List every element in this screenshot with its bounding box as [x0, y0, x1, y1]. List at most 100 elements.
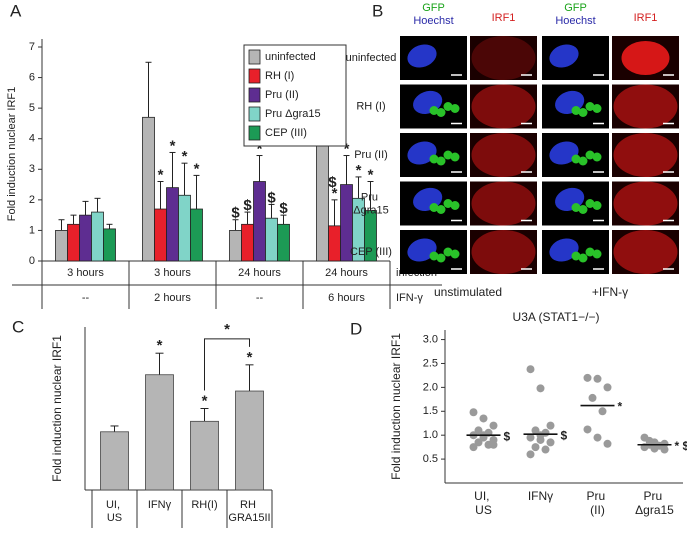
- parasite: [571, 203, 581, 212]
- data-point: [479, 414, 488, 423]
- y-tick-label: 5: [29, 102, 35, 114]
- parasite: [429, 251, 439, 261]
- y-tick-label: 3: [29, 163, 35, 175]
- row-label: Pru Δgra15: [353, 191, 388, 216]
- data-point: [583, 373, 592, 382]
- micrograph: [612, 230, 679, 274]
- y-axis-label: Fold induction nuclear IRF1: [6, 87, 18, 222]
- significance-mark: *: [356, 162, 362, 179]
- legend-swatch: [248, 49, 261, 65]
- parasite: [578, 156, 588, 166]
- parasite: [436, 108, 446, 117]
- micrograph: [542, 230, 609, 274]
- significance-mark: $: [561, 428, 568, 442]
- x-tick-label: --: [82, 292, 90, 304]
- bar: [145, 374, 174, 491]
- parasite: [592, 249, 602, 259]
- bar: [364, 210, 377, 262]
- y-axis-label: Fold induction nuclear IRF1: [50, 335, 64, 482]
- parasite: [443, 102, 453, 111]
- x-tick-label: 3 hours: [154, 267, 191, 279]
- parasite: [450, 104, 460, 113]
- parasite: [436, 253, 446, 263]
- x-tick-label: 24 hours: [325, 267, 368, 279]
- micrograph: [400, 181, 467, 226]
- data-point: [546, 421, 555, 430]
- parasite: [571, 106, 581, 115]
- data-point: [536, 384, 545, 393]
- bar: [265, 217, 278, 262]
- parasite: [443, 199, 453, 208]
- bar: [178, 194, 191, 262]
- x-tick-label: RH GRA15II: [228, 499, 270, 524]
- data-point: [645, 436, 654, 445]
- y-tick-label: 7: [29, 41, 35, 53]
- x-tick-label: IFNγ: [148, 499, 172, 511]
- bar: [55, 230, 68, 262]
- parasite: [450, 201, 460, 210]
- x-tick-label: --: [256, 292, 264, 304]
- data-point: [598, 407, 607, 416]
- image-background: [470, 36, 537, 80]
- y-tick-label: 1.5: [423, 405, 438, 417]
- micrograph: [470, 133, 537, 177]
- panel-label: A: [10, 1, 22, 20]
- bar: [328, 225, 341, 262]
- x-tick-label: IFNγ: [528, 489, 553, 503]
- significance-mark: *: [257, 140, 263, 157]
- bar: [103, 228, 116, 262]
- irf1-signal: [613, 181, 678, 226]
- bar: [67, 223, 80, 262]
- data-point: [588, 393, 597, 402]
- y-tick-label: 2.0: [423, 381, 438, 393]
- micrograph: [542, 36, 609, 80]
- parasite: [450, 152, 460, 162]
- micrograph: [542, 133, 609, 177]
- micrograph: [542, 181, 609, 226]
- data-point: [583, 425, 592, 434]
- y-tick-label: 0: [29, 255, 35, 267]
- data-point: [469, 408, 478, 417]
- comparison-label: *: [224, 321, 230, 338]
- parasite: [578, 205, 588, 214]
- data-point: [541, 445, 550, 454]
- nucleus: [549, 238, 579, 262]
- data-point: [469, 443, 478, 452]
- row-label: RH (I): [356, 100, 385, 112]
- parasite: [443, 150, 453, 160]
- y-tick-label: 1: [29, 224, 35, 236]
- x-tick-label: 2 hours: [154, 292, 191, 304]
- panel-label: B: [372, 1, 383, 20]
- y-tick-label: 2.5: [423, 357, 438, 369]
- significance-mark: *: [618, 400, 623, 414]
- significance-mark: *: [194, 160, 200, 177]
- parasite: [578, 253, 588, 263]
- legend-label: uninfected: [265, 51, 316, 63]
- significance-mark: *: [158, 166, 164, 183]
- data-point: [526, 365, 535, 374]
- parasite: [578, 108, 588, 117]
- x-tick-label: 3 hours: [67, 267, 104, 279]
- significance-mark: $: [231, 205, 240, 222]
- comparison-bracket: [204, 338, 250, 391]
- parasite: [585, 150, 595, 160]
- data-point: [474, 426, 483, 435]
- y-tick-label: 0.5: [423, 453, 438, 465]
- x-tick-label: RH(I): [191, 499, 217, 511]
- y-tick-label: 3.0: [423, 333, 438, 345]
- irf1-signal: [613, 230, 678, 274]
- micrograph: [612, 36, 679, 80]
- bar: [190, 420, 219, 491]
- irf1-signal: [621, 41, 670, 75]
- micrograph: [400, 84, 467, 129]
- bar: [253, 181, 266, 262]
- bar: [241, 223, 254, 262]
- data-point: [593, 433, 602, 442]
- irf1-signal: [613, 84, 678, 129]
- row-label: uninfected: [346, 52, 397, 64]
- condition-label: unstimulated: [434, 285, 502, 299]
- data-point: [474, 438, 483, 447]
- significance-mark: *: [344, 140, 350, 157]
- data-point: [489, 440, 498, 449]
